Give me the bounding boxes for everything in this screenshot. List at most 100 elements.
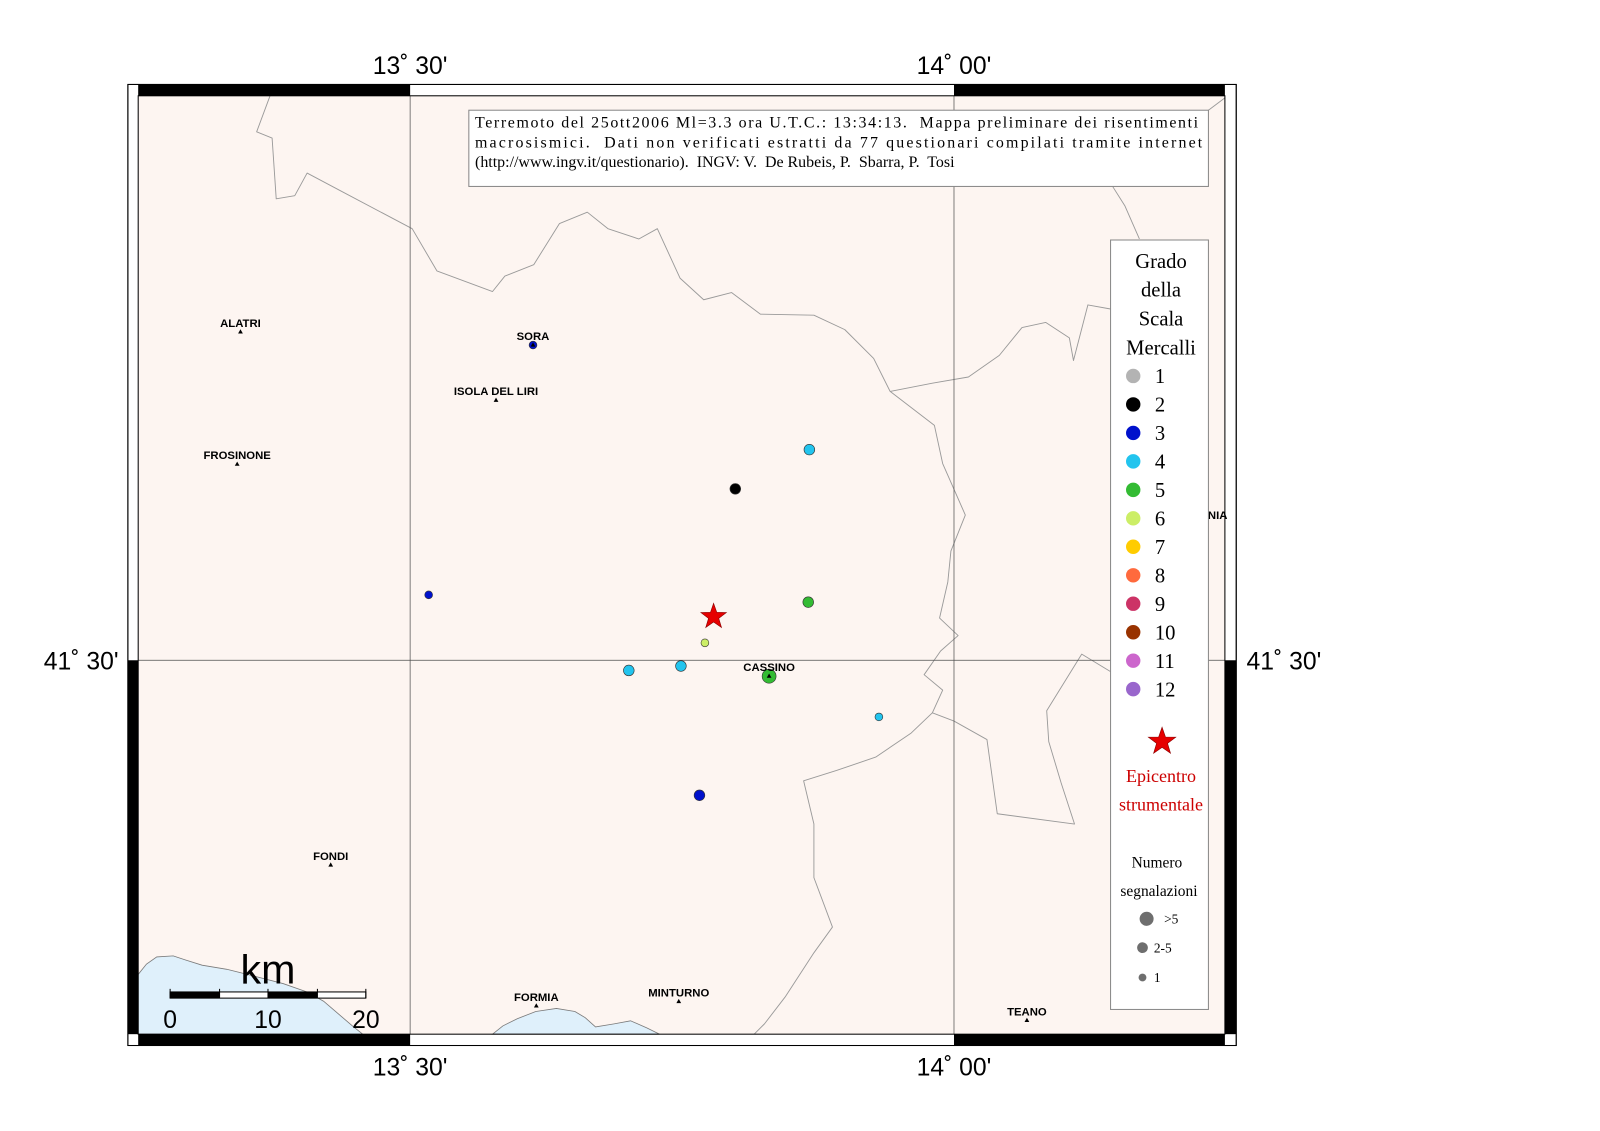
place-marker-icon	[1024, 1017, 1030, 1023]
place-marker-icon	[530, 342, 536, 347]
legend-count-label: >5	[1164, 911, 1179, 926]
lon-tick-label: 14˚ 00'	[917, 53, 992, 80]
scale-bar-label: 0	[163, 1007, 177, 1034]
lat-tick-label: 41˚ 30'	[44, 649, 119, 676]
scale-bar-segment	[170, 991, 220, 999]
legend-count-heading: segnalazioni	[1120, 883, 1197, 900]
legend-intensity-swatch	[1126, 425, 1141, 441]
title-box: Terremoto del 25ott2006 Ml=3.3 ora U.T.C…	[468, 109, 1209, 187]
scale-bar-label: 20	[352, 1007, 379, 1034]
legend-intensity-swatch	[1126, 511, 1141, 526]
legend-heading: Grado	[1135, 251, 1186, 273]
place-label: FORMIA	[514, 992, 559, 1004]
frame-band	[953, 84, 1225, 96]
scale-bar-unit: km	[241, 947, 296, 993]
legend-count-list: >5 2-5 1	[1137, 911, 1179, 985]
lon-tick-label: 13˚ 30'	[373, 1054, 448, 1081]
place-marker-icon	[766, 673, 772, 678]
legend-intensity-swatch	[1126, 454, 1141, 469]
map-frame-outer-line	[127, 83, 1237, 1047]
legend-heading: della	[1141, 280, 1181, 302]
legend-intensity-swatch	[1126, 482, 1141, 498]
legend-intensity-swatch	[1126, 596, 1141, 611]
legend-count-swatch	[1138, 973, 1147, 982]
boundary-line	[1112, 186, 1140, 240]
legend-count-swatch	[1137, 942, 1148, 954]
title-line: Terremoto del 25ott2006 Ml=3.3 ora U.T.C…	[475, 115, 1199, 132]
lat-tick-label: 41˚ 30'	[1247, 649, 1322, 676]
legend-intensity-swatch	[1126, 397, 1141, 412]
lon-tick-label: 14˚ 00'	[917, 1054, 992, 1081]
legend-intensity-label: 2	[1155, 395, 1165, 417]
legend-intensity-label: 4	[1155, 452, 1165, 474]
graticule	[138, 95, 1225, 1035]
frame-band	[1224, 660, 1237, 1035]
legend-intensity-label: 11	[1155, 651, 1175, 673]
scale-bar-segment	[267, 991, 318, 999]
legend-intensity-swatch	[1126, 653, 1141, 668]
boundary-line	[256, 95, 1111, 825]
observation-point	[675, 660, 687, 672]
boundary-line	[1208, 97, 1226, 111]
legend-intensity-label: 12	[1155, 679, 1176, 701]
boundary-line	[753, 712, 933, 1035]
frame-band	[127, 660, 139, 1035]
legend-heading: Scala	[1139, 308, 1184, 330]
observation-point	[700, 638, 710, 648]
legend-epicenter-star-icon	[1147, 726, 1177, 755]
place-label: MINTURNO	[648, 987, 709, 999]
epicenter-layer	[700, 602, 728, 629]
legend-epicenter-label: Epicentro	[1126, 766, 1196, 786]
place-label: FONDI	[313, 851, 348, 863]
legend-intensity-label: 3	[1155, 423, 1165, 445]
observation-point	[424, 590, 433, 600]
place-marker-icon	[234, 461, 240, 466]
land-area	[138, 95, 1225, 1035]
observation-point	[803, 443, 816, 456]
legend-intensity-label: 9	[1155, 594, 1165, 616]
place-marker-icon	[493, 397, 499, 402]
legend-intensity-label: 7	[1155, 537, 1165, 559]
frame-band	[138, 1034, 411, 1046]
legend-count-heading: Numero	[1132, 854, 1183, 871]
legend-intensity-label: 8	[1155, 565, 1165, 587]
place-label: ISOLA DEL LIRI	[454, 386, 538, 398]
legend-intensity-swatch	[1126, 539, 1141, 554]
title-box-frame	[468, 109, 1209, 187]
observation-point	[802, 596, 814, 608]
legend-intensity-label: 5	[1155, 480, 1165, 502]
place-marker-icon	[238, 329, 243, 334]
observation-point	[623, 664, 635, 677]
place-marker-icon	[676, 998, 682, 1004]
place-label: CASSINO	[743, 662, 795, 674]
place-label: NIA	[1208, 510, 1228, 522]
legend-epicenter-label: strumentale	[1119, 795, 1203, 815]
boundary-line	[890, 304, 1111, 392]
epicenter-star-icon	[700, 602, 728, 629]
place-label: SORA	[517, 331, 550, 343]
frame-band	[953, 1034, 1225, 1046]
legend-intensity-swatch	[1126, 681, 1141, 697]
legend-epicenter	[1147, 726, 1177, 755]
scale-bar: km 0 10 20	[163, 947, 379, 1034]
frame-band	[138, 84, 411, 96]
legend-intensity-swatch	[1126, 625, 1141, 640]
title-line: macrosismici. Dati non verificati estrat…	[475, 134, 1203, 151]
map-frame	[127, 83, 1237, 1047]
legend-intensity-label: 10	[1155, 622, 1176, 644]
place-marker-icon	[328, 862, 334, 867]
title-line: (http://www.ingv.it/questionario). INGV:…	[475, 154, 955, 171]
sea-area	[491, 1008, 660, 1035]
legend-intensity-label: 6	[1155, 509, 1165, 531]
place-marker-icon	[533, 1003, 539, 1008]
map-frame-inner	[137, 95, 1226, 1035]
regional-boundaries	[256, 95, 1226, 1035]
observation-point	[874, 712, 884, 722]
place-label: TEANO	[1007, 1006, 1047, 1018]
legend-heading: Mercalli	[1126, 337, 1196, 359]
place-label: ALATRI	[220, 318, 261, 330]
observation-point	[693, 789, 706, 801]
legend-intensity-swatch	[1126, 568, 1141, 583]
